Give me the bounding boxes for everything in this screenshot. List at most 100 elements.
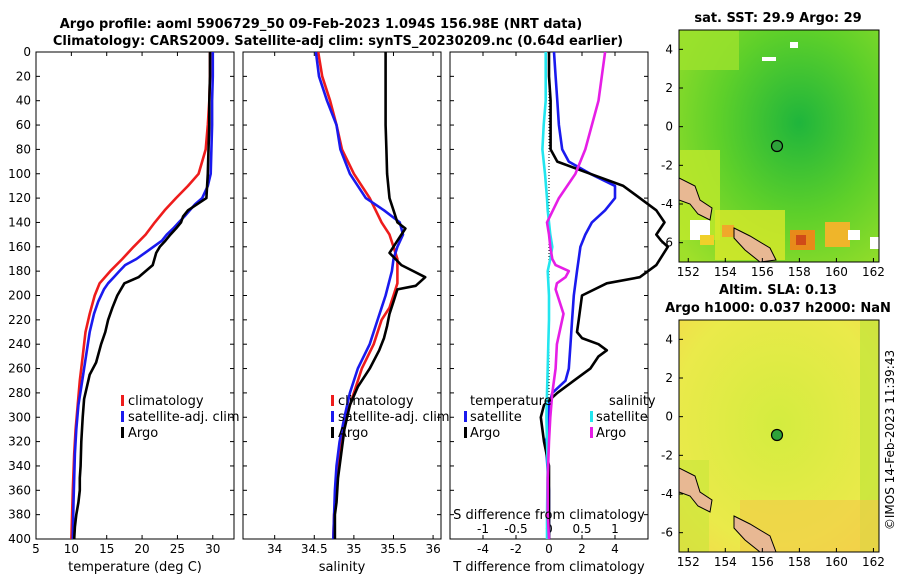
depth-tick-label: 360	[8, 483, 31, 497]
map-y-tick-label: -2	[661, 158, 673, 172]
x-tick-label: 25	[170, 542, 185, 556]
map-y-tick-label: 0	[665, 120, 673, 134]
salinity-x-axis: 34 34.5 35 35.5 36	[267, 52, 441, 556]
land-mass	[679, 177, 713, 221]
depth-tick-label: 0	[23, 45, 31, 59]
x-tick-label: 5	[32, 542, 40, 556]
x-tick-label: -1	[477, 522, 489, 536]
x-tick-label: 20	[134, 542, 149, 556]
x-tick-label: 30	[205, 542, 220, 556]
map-x-tick-label: 154	[714, 265, 737, 279]
x-tick-label: 34.5	[301, 542, 328, 556]
x-tick-label: 35.5	[380, 542, 407, 556]
sst-map-axes: 152 154 156 158 160 162 4 2 0 -2 -4 -6	[661, 42, 885, 279]
title-line-1: Argo profile: aoml 5906729_50 09-Feb-202…	[60, 17, 582, 32]
legend-t-argo-label: Argo	[470, 426, 500, 441]
depth-axis: 0 20 40 60 80 100 120 140 160 180 200 220 240 260 280 3…	[8, 45, 648, 546]
s-argo-diff-line	[545, 51, 607, 540]
sst-map-title: sat. SST: 29.9 Argo: 29	[694, 11, 861, 26]
map-y-tick-label: -6	[661, 526, 673, 540]
depth-tick-label: 300	[8, 410, 31, 424]
map-x-tick-label: 158	[788, 555, 811, 569]
legend-s-satellite-swatch	[590, 411, 593, 422]
x-tick-label: -4	[477, 542, 489, 556]
map-x-tick-label: 162	[862, 555, 885, 569]
map-x-tick-label: 160	[825, 555, 848, 569]
temperature-x-axis: 5 10 15 20 25 30	[32, 52, 220, 556]
depth-tick-label: 280	[8, 386, 31, 400]
map-y-tick-label: 2	[665, 371, 673, 385]
map-x-tick-label: 162	[862, 265, 885, 279]
temperature-axis-label: temperature (deg C)	[68, 560, 202, 575]
sla-map-frame	[678, 319, 880, 553]
x-tick-label: 4	[611, 542, 619, 556]
t-difference-axis-label: T difference from climatology	[452, 560, 645, 575]
map-x-tick-label: 160	[825, 265, 848, 279]
map-x-tick-label: 152	[677, 555, 700, 569]
timestamp: ©IMOS 14-Feb-2023 11:39:43	[883, 350, 897, 530]
x-tick-label: 2	[578, 542, 586, 556]
x-tick-label: -2	[510, 542, 522, 556]
argo-float-marker	[770, 139, 784, 153]
difference-series	[539, 51, 670, 540]
sst-map	[679, 30, 879, 262]
depth-tick-label: 320	[8, 435, 31, 449]
land-mass	[733, 227, 777, 262]
sla-map-axes: 152 154 156 158 160 162 4 2 0 -2 -4 -6	[661, 332, 885, 569]
satellite-clim-line	[71, 52, 215, 540]
salinity-axis-label: salinity	[319, 560, 366, 575]
legend-argo-swatch	[121, 427, 124, 438]
argo-float-marker	[770, 428, 784, 442]
x-tick-label: 0	[545, 542, 553, 556]
legend-climatology-label: climatology	[338, 394, 414, 409]
map-y-tick-label: 0	[665, 410, 673, 424]
salinity-series	[314, 51, 427, 540]
salinity-legend: climatology satellite-adj. clim Argo	[331, 394, 450, 441]
depth-tick-label: 260	[8, 362, 31, 376]
depth-tick-label: 340	[8, 459, 31, 473]
x-tick-label: 34	[267, 542, 282, 556]
depth-tick-label: 380	[8, 508, 31, 522]
map-y-tick-label: 2	[665, 81, 673, 95]
legend-t-satellite-swatch	[464, 411, 467, 422]
land-mass	[679, 467, 713, 513]
map-x-tick-label: 156	[751, 555, 774, 569]
legend-satellite-label: satellite-adj. clim	[128, 410, 240, 425]
sla-map-title: Altim. SLA: 0.13	[719, 283, 837, 298]
argo-line	[72, 52, 212, 540]
depth-tick-label: 100	[8, 167, 31, 181]
t-argo-diff-line	[539, 52, 670, 539]
legend-s-satellite-label: satellite	[596, 410, 648, 425]
map-x-tick-label: 156	[751, 265, 774, 279]
x-tick-label: 36	[425, 542, 440, 556]
map-x-tick-label: 154	[714, 555, 737, 569]
map-y-tick-label: -2	[661, 448, 673, 462]
legend-satellite-label: satellite-adj. clim	[338, 410, 450, 425]
depth-tick-label: 220	[8, 313, 31, 327]
s-difference-axis-label: S difference from climatology	[453, 508, 645, 523]
legend-satellite-swatch	[121, 411, 124, 422]
legend-s-argo-swatch	[590, 427, 593, 438]
temperature-legend: climatology satellite-adj. clim Argo	[121, 394, 240, 441]
legend-argo-label: Argo	[338, 426, 368, 441]
s-satellite-diff-line	[541, 52, 554, 539]
depth-tick-label: 120	[8, 191, 31, 205]
argo-line	[333, 52, 427, 539]
legend-salinity-title: salinity	[609, 394, 656, 409]
salinity-panel	[242, 51, 442, 540]
t-satellite-diff-line	[544, 51, 617, 539]
difference-legend: temperature satellite Argo salinity sate…	[464, 394, 656, 441]
map-y-tick-label: -4	[661, 197, 673, 211]
map-y-tick-label: 4	[665, 42, 673, 56]
legend-satellite-swatch	[331, 411, 334, 422]
legend-climatology-label: climatology	[128, 394, 204, 409]
legend-temperature-title: temperature	[470, 394, 552, 409]
sla-map	[679, 320, 879, 552]
x-tick-label: -0.5	[504, 522, 527, 536]
map-x-tick-label: 152	[677, 265, 700, 279]
map-y-tick-label: -4	[661, 487, 673, 501]
x-tick-label: 10	[64, 542, 79, 556]
legend-s-argo-label: Argo	[596, 426, 626, 441]
land-mass	[733, 515, 777, 552]
